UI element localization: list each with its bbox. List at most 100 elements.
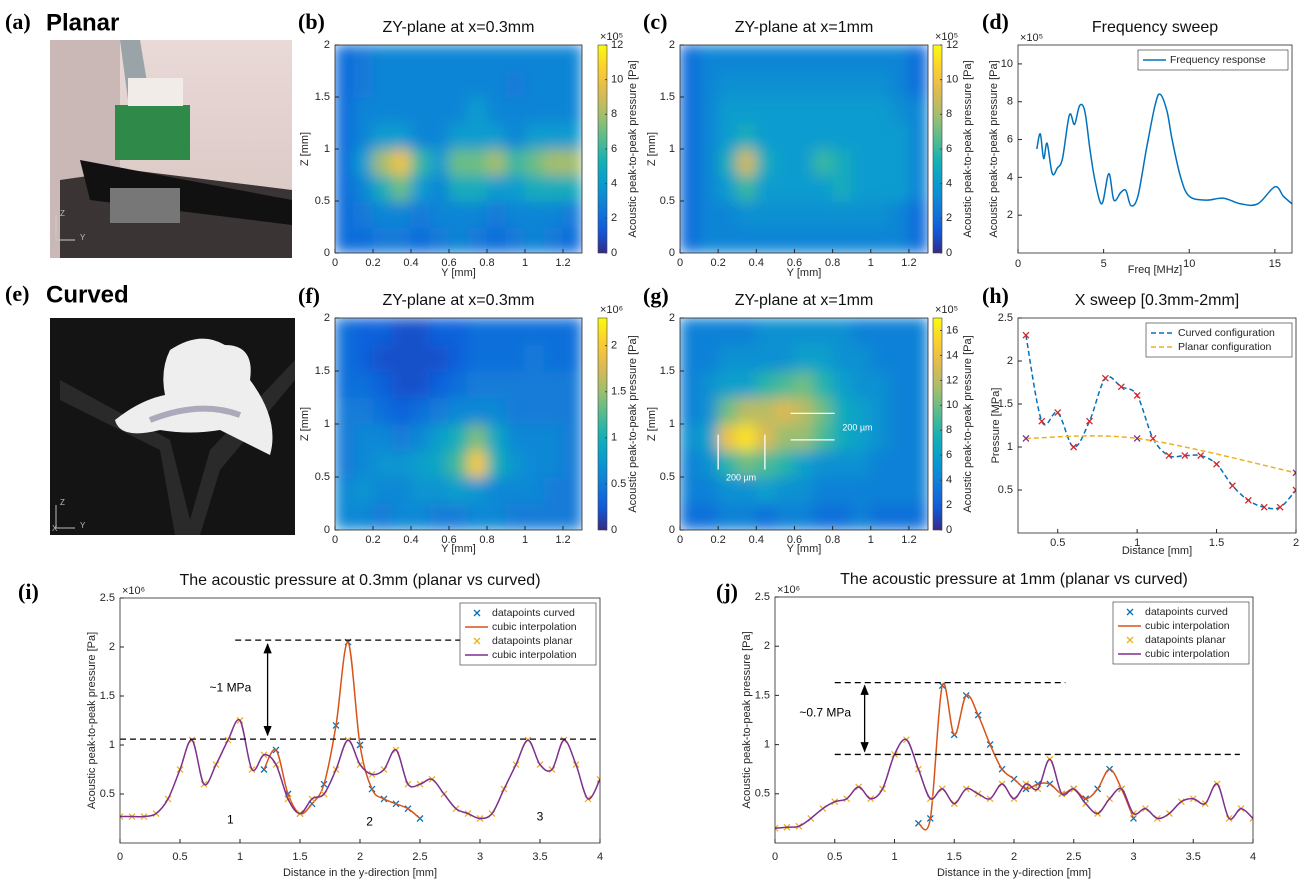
heatmap-cell xyxy=(680,122,700,150)
heatmap-cell xyxy=(429,318,450,345)
heatmap-cell xyxy=(353,45,374,72)
heatmap-cell xyxy=(832,503,853,530)
colorbar-tick-label: 2 xyxy=(611,212,617,224)
x-tick-label: 0.6 xyxy=(441,257,456,269)
heatmap xyxy=(335,45,582,253)
heatmap-cell xyxy=(543,70,564,98)
heatmap-cell xyxy=(562,122,582,150)
heatmap-cell xyxy=(832,70,853,98)
heatmap-cell xyxy=(486,174,507,202)
heatmap-cell xyxy=(353,174,374,202)
heatmap-cell xyxy=(851,148,872,176)
heatmap-cell xyxy=(813,503,834,530)
y-tick-label: 2.5 xyxy=(755,591,770,603)
heatmap-cell xyxy=(486,226,507,253)
series-line xyxy=(917,682,1135,831)
heatmap-cell xyxy=(736,318,757,345)
panel-label: (d) xyxy=(982,9,1009,34)
heatmap-cell xyxy=(410,226,431,253)
y-tick-label: 1.5 xyxy=(660,91,675,103)
heatmap-cell xyxy=(372,450,393,478)
panel-label: (g) xyxy=(643,283,669,308)
heatmap-cell xyxy=(410,318,431,345)
x-tick-label: 1 xyxy=(237,851,243,863)
heatmap-cell xyxy=(889,45,910,72)
axes-box xyxy=(1017,317,1297,534)
heatmap-cell xyxy=(813,344,834,372)
heatmap-cell xyxy=(851,344,872,372)
heatmap-cell xyxy=(870,200,891,228)
x-tick-label: 0.5 xyxy=(1050,537,1065,549)
heatmap-cell xyxy=(562,318,582,345)
heatmap-cell xyxy=(889,174,910,202)
heatmap-cell xyxy=(736,476,757,504)
data-point xyxy=(120,813,124,820)
heatmap-cell xyxy=(889,397,910,425)
heatmap-cell xyxy=(543,200,564,228)
chart-panel: (i) The acoustic pressure at 0.3mm (plana… xyxy=(18,572,603,879)
axis-icon-label: Y xyxy=(80,233,86,242)
heatmap-cell xyxy=(793,503,815,530)
heatmap-cell xyxy=(524,200,545,228)
heatmap-cell xyxy=(851,450,872,478)
legend-swatch xyxy=(473,637,481,645)
x-tick-label: 3.5 xyxy=(1186,851,1201,863)
series-line xyxy=(263,641,421,820)
y-tick-label: 1 xyxy=(669,418,675,430)
heatmap-cell xyxy=(680,318,700,345)
heatmap-cell xyxy=(391,70,412,98)
heatmap-cell xyxy=(698,450,719,478)
heatmap-cell xyxy=(680,423,700,451)
heatmap-cell xyxy=(524,450,545,478)
heatmap-cell xyxy=(543,122,564,150)
data-point xyxy=(1133,391,1141,399)
x-tick-label: 0.6 xyxy=(441,534,456,546)
colorbar-label: Acoustic peak-to-peak pressure [Pa] xyxy=(962,335,974,512)
heatmap-cell xyxy=(698,200,719,228)
heatmap-cell xyxy=(698,503,719,530)
photo-axes-icon xyxy=(55,215,75,241)
y-tick-label: 1.5 xyxy=(315,365,330,377)
heatmap-cell xyxy=(372,318,393,345)
heatmap-cell xyxy=(391,344,412,372)
heatmap-cell xyxy=(562,96,582,124)
heatmap-cell xyxy=(774,397,795,425)
heatmap-cell xyxy=(870,450,891,478)
heatmap-cell xyxy=(851,503,872,530)
heatmap-cell xyxy=(410,370,431,398)
heatmap-cell xyxy=(755,200,776,228)
heatmap-cell xyxy=(736,174,757,202)
heatmap-cell xyxy=(467,96,488,124)
plot-area xyxy=(335,45,582,253)
heatmap-cell xyxy=(870,344,891,372)
plot-area xyxy=(775,682,1253,832)
heatmap-cell xyxy=(793,148,815,176)
annotation: 200 µm xyxy=(842,423,872,433)
heatmap-cell xyxy=(467,476,488,504)
heatmap-cell xyxy=(372,122,393,150)
heatmap-cell xyxy=(908,148,928,176)
heatmap-cell xyxy=(467,226,488,253)
heatmap-cell xyxy=(889,476,910,504)
heatmap-cell xyxy=(774,344,795,372)
heatmap-cell xyxy=(793,45,815,72)
chart-title: ZY-plane at x=1mm xyxy=(735,292,874,309)
annotation: 2 xyxy=(366,815,373,829)
data-point xyxy=(1101,374,1109,382)
heatmap-cell xyxy=(813,370,834,398)
heatmap-cell xyxy=(543,503,564,530)
heatmap-cell xyxy=(486,318,507,345)
heatmap-cell xyxy=(353,503,374,530)
heatmap-cell xyxy=(372,148,393,176)
x-tick-label: 0 xyxy=(1015,258,1021,270)
x-tick-label: 0.6 xyxy=(787,534,802,546)
panel-label: (a) xyxy=(5,9,31,34)
data-point xyxy=(1276,503,1284,511)
heatmap-cell xyxy=(391,45,412,72)
heatmap-cell xyxy=(870,476,891,504)
heatmap-cell xyxy=(505,45,526,72)
heatmap-cell xyxy=(870,226,891,253)
heatmap-cell xyxy=(755,148,776,176)
legend-label: cubic interpolation xyxy=(1145,648,1230,660)
x-tick-label: 3 xyxy=(477,851,483,863)
